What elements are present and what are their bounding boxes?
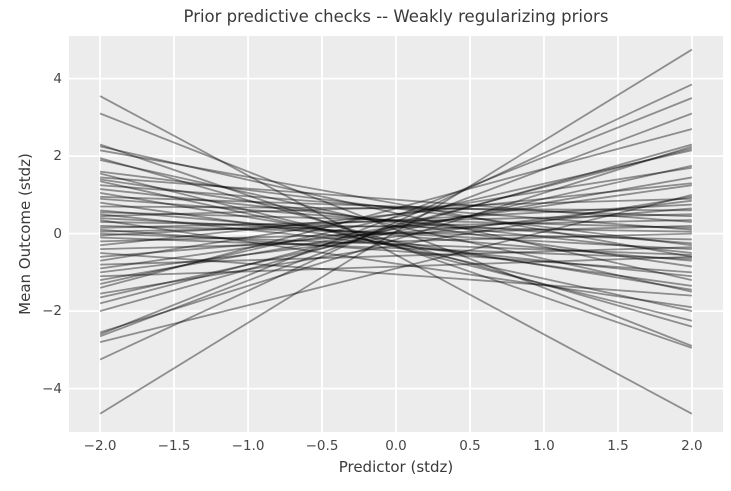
prior-draw-line bbox=[100, 232, 692, 251]
y-tick-label: −2 bbox=[42, 303, 62, 320]
prior-draw-line bbox=[99, 219, 693, 309]
prior-draw-line bbox=[99, 170, 693, 247]
prior-draw-line bbox=[100, 197, 692, 245]
prior-draw-line bbox=[100, 197, 692, 218]
x-axis-label: Predictor (stdz) bbox=[338, 458, 454, 476]
prior-draw-line bbox=[99, 145, 693, 334]
lines-layer bbox=[69, 36, 723, 432]
prior-draw-line bbox=[100, 219, 692, 233]
prior-draw-line bbox=[99, 95, 693, 415]
prior-draw-line bbox=[99, 176, 693, 281]
prior-draw-line bbox=[100, 195, 692, 218]
prior-draw-line bbox=[100, 176, 692, 223]
prior-draw-line bbox=[100, 224, 692, 241]
prior-draw-line bbox=[100, 211, 692, 229]
x-tick-label: 1.0 bbox=[533, 438, 555, 454]
prior-draw-line bbox=[99, 149, 693, 285]
x-tick-label: 2.0 bbox=[681, 438, 703, 454]
prior-draw-line bbox=[99, 182, 693, 247]
x-tick-label: 0.5 bbox=[459, 438, 481, 454]
prior-draw-line bbox=[100, 221, 692, 233]
x-tick-label: 1.5 bbox=[607, 438, 629, 454]
prior-draw-line bbox=[99, 178, 693, 268]
x-tick-label: 0.0 bbox=[385, 438, 407, 454]
x-tick-label: −1.0 bbox=[231, 438, 265, 454]
prior-draw-line bbox=[100, 236, 692, 260]
prior-draw-line bbox=[99, 195, 693, 295]
prior-draw-line bbox=[99, 159, 693, 293]
y-tick-label: −4 bbox=[42, 380, 62, 397]
prior-draw-line bbox=[100, 184, 692, 231]
prior-draw-line bbox=[99, 201, 693, 287]
prior-draw-line bbox=[100, 255, 692, 278]
prior-draw-line bbox=[99, 213, 693, 278]
prior-draw-line bbox=[99, 149, 693, 258]
prior-draw-line bbox=[100, 224, 692, 243]
prior-draw-line bbox=[100, 252, 692, 297]
prior-draw-line bbox=[100, 217, 692, 251]
x-tick-label: −2.0 bbox=[83, 438, 117, 454]
y-tick-label: 2 bbox=[53, 148, 62, 165]
prior-draw-line bbox=[99, 166, 693, 262]
x-tick-label: −1.5 bbox=[157, 438, 191, 454]
chart-title: Prior predictive checks -- Weakly regula… bbox=[183, 7, 609, 26]
prior-draw-line bbox=[99, 172, 693, 322]
prior-draw-line bbox=[99, 147, 693, 305]
prior-draw-line bbox=[99, 157, 693, 328]
prior-draw-line bbox=[99, 199, 693, 274]
prior-draw-line bbox=[99, 192, 693, 291]
prior-draw-line bbox=[99, 97, 693, 336]
prior-draw-line bbox=[99, 207, 693, 258]
prior-draw-line bbox=[100, 232, 692, 256]
prior-draw-line bbox=[100, 246, 692, 266]
prior-draw-line bbox=[99, 143, 693, 349]
plot-area bbox=[69, 36, 723, 432]
prior-draw-line bbox=[99, 112, 693, 347]
prior-draw-line bbox=[99, 83, 693, 361]
prior-draw-line bbox=[99, 112, 693, 338]
prior-draw-line bbox=[99, 193, 693, 343]
prior-draw-line bbox=[100, 203, 692, 237]
prior-draw-line bbox=[99, 180, 693, 312]
prior-draw-line bbox=[100, 213, 692, 229]
prior-draw-line bbox=[99, 48, 693, 415]
y-tick-label: 0 bbox=[53, 225, 62, 242]
prior-draw-line bbox=[99, 188, 693, 254]
prior-draw-line bbox=[100, 205, 692, 212]
prior-draw-line bbox=[99, 164, 693, 299]
x-tick-label: −0.5 bbox=[305, 438, 339, 454]
prior-draw-line bbox=[99, 128, 693, 289]
prior-draw-line bbox=[99, 209, 693, 262]
prior-draw-line bbox=[99, 145, 693, 281]
y-tick-label: 4 bbox=[53, 70, 62, 87]
prior-draw-line bbox=[99, 184, 693, 270]
prior-draw-line bbox=[99, 143, 693, 312]
prior-draw-line bbox=[100, 228, 692, 274]
